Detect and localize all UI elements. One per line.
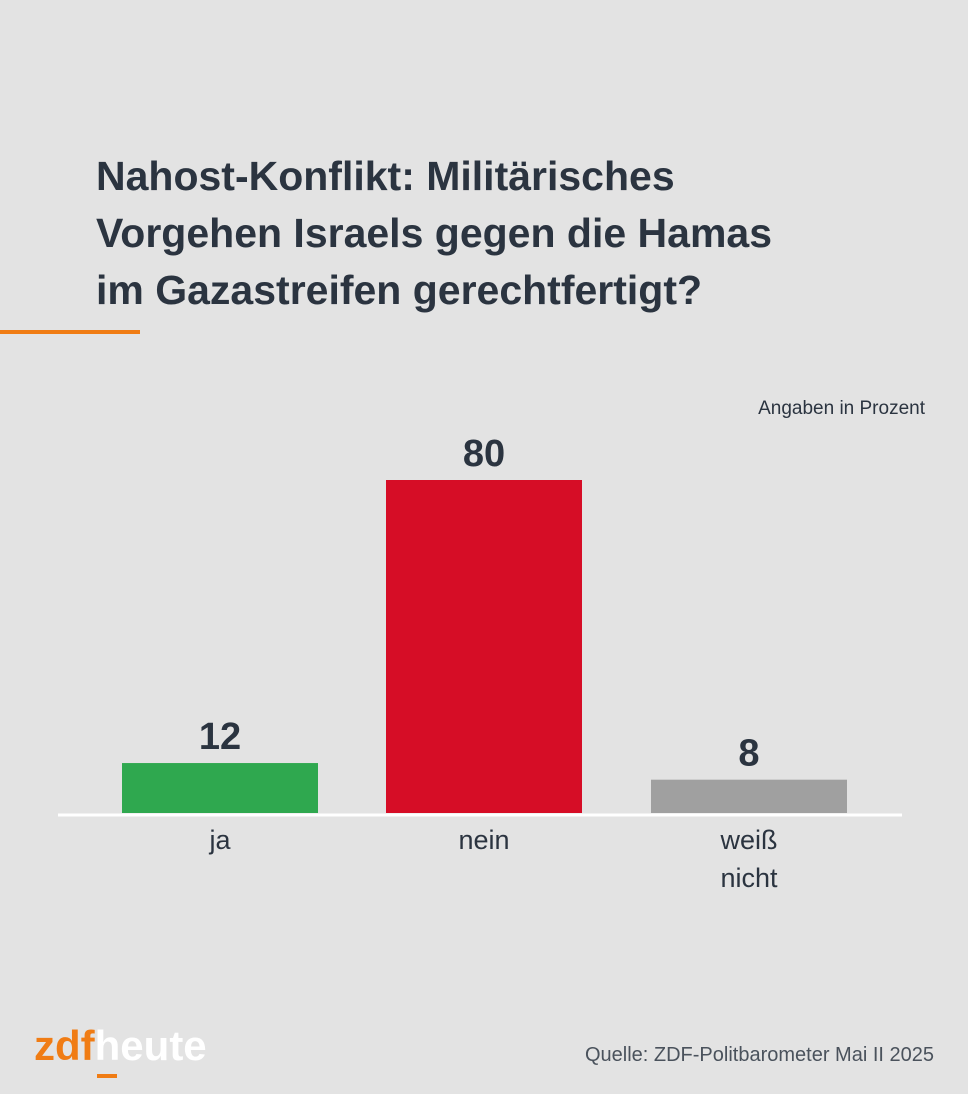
logo-heute-text: heute [94,1022,207,1069]
bar-2 [651,779,847,813]
bar-1 [386,480,582,813]
bar-chart: 12 ja 80 nein 8 weiß nicht [58,433,902,893]
category-label-1: nein [458,825,509,855]
value-label-0: 12 [199,716,241,758]
accent-line [0,330,140,334]
source-note: Quelle: ZDF-Politbarometer Mai II 2025 [584,1044,934,1066]
logo-zdf-text: zdf [34,1022,95,1069]
bar-0 [122,763,318,813]
category-label-2: weiß nicht [719,825,778,893]
value-label-1: 80 [463,433,505,475]
value-label-2: 8 [738,733,759,775]
zdfheute-logo: zdfheute [34,1022,207,1070]
category-label-0: ja [208,825,231,855]
chart-title: Nahost-Konflikt: Militärisches Vorgehen … [96,153,772,313]
unit-note: Angaben in Prozent [758,398,925,419]
